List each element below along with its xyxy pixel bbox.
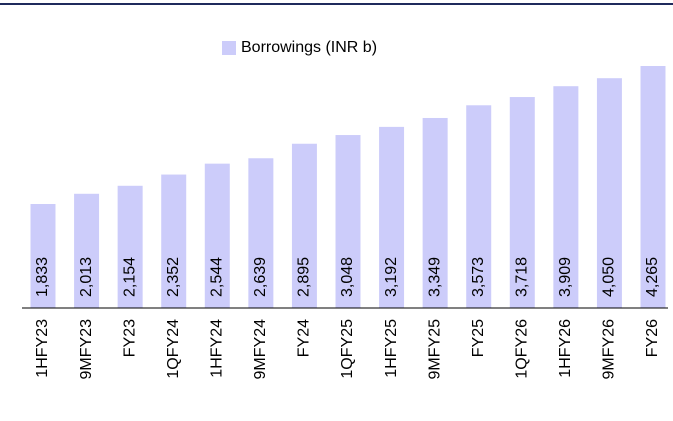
- x-tick-label: 9MFY26: [601, 319, 618, 380]
- bar: [335, 135, 361, 308]
- value-label: 2,639: [252, 257, 269, 297]
- value-label: 3,909: [557, 257, 574, 297]
- bar: [204, 163, 230, 308]
- value-label: 3,192: [383, 257, 400, 297]
- bar: [509, 97, 535, 308]
- x-tick-label: FY23: [121, 319, 138, 357]
- bar: [640, 66, 666, 308]
- bar: [30, 203, 56, 308]
- x-tick-label: 1QFY26: [514, 319, 531, 379]
- value-label: 2,544: [209, 257, 226, 297]
- x-tick-label: FY24: [296, 319, 313, 357]
- x-tick-label: FY25: [470, 319, 487, 357]
- x-tick-label: 1HFY24: [209, 319, 226, 378]
- x-tick-label: FY26: [644, 319, 661, 357]
- bar: [379, 126, 405, 309]
- bar: [117, 185, 143, 308]
- bar: [74, 193, 100, 308]
- value-label: 4,050: [601, 257, 618, 297]
- bar: [291, 143, 317, 308]
- legend-swatch: [222, 41, 236, 55]
- value-label: 2,895: [296, 257, 313, 297]
- x-tick-label: 1QFY24: [165, 319, 182, 379]
- x-tick-label: 9MFY25: [426, 319, 443, 380]
- bar: [466, 105, 492, 308]
- value-label: 2,154: [121, 257, 138, 297]
- x-tick-label: 1HFY26: [557, 319, 574, 378]
- x-tick-label: 9MFY23: [78, 319, 95, 380]
- value-label: 2,352: [165, 257, 182, 297]
- value-label: 3,573: [470, 257, 487, 297]
- value-label: 3,048: [339, 257, 356, 297]
- x-tick-label: 1QFY25: [339, 319, 356, 379]
- value-label: 4,265: [644, 257, 661, 297]
- bar: [553, 86, 579, 308]
- bar: [248, 158, 274, 308]
- x-tick-label: 1HFY23: [34, 319, 51, 378]
- bar: [596, 78, 622, 308]
- x-tick-label: 9MFY24: [252, 319, 269, 380]
- value-label: 3,718: [514, 257, 531, 297]
- value-label: 2,013: [78, 257, 95, 297]
- x-tick-label: 1HFY25: [383, 319, 400, 378]
- value-label: 1,833: [34, 257, 51, 297]
- bar: [422, 117, 448, 309]
- legend-label: Borrowings (INR b): [241, 39, 377, 56]
- value-label: 3,349: [426, 257, 443, 297]
- bar: [161, 174, 187, 308]
